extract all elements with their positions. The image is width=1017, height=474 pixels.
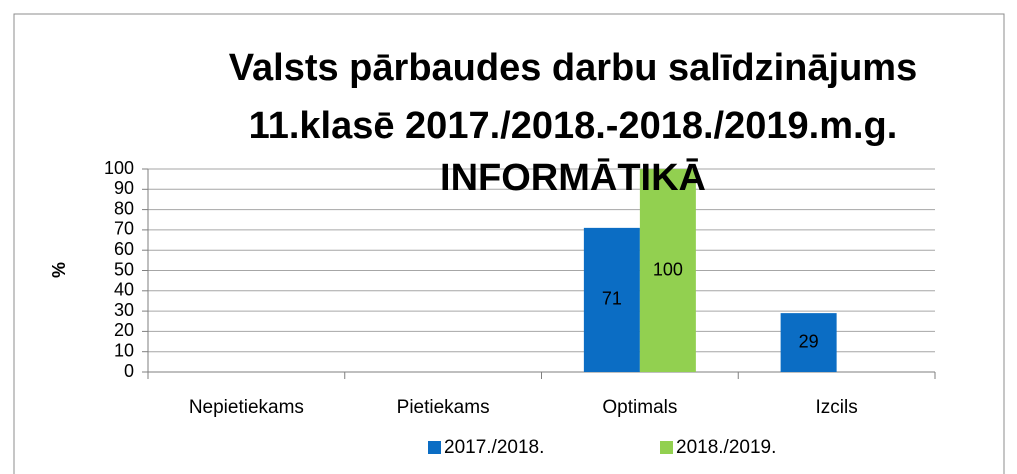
bar <box>583 227 640 372</box>
data-label: 71 <box>602 289 622 309</box>
legend-swatch <box>428 441 441 454</box>
y-tick-label: 10 <box>114 340 134 360</box>
y-tick-label: 80 <box>114 198 134 218</box>
y-tick-label: 50 <box>114 259 134 279</box>
bar <box>780 313 837 372</box>
y-tick-label: 30 <box>114 300 134 320</box>
y-tick-label: 60 <box>114 239 134 259</box>
y-tick-label: 70 <box>114 219 134 239</box>
y-tick-label: 0 <box>124 361 134 381</box>
x-tick-label: Pietiekams <box>397 397 490 418</box>
data-label: 29 <box>799 331 819 351</box>
y-tick-label: 100 <box>104 158 134 178</box>
y-tick-label: 90 <box>114 178 134 198</box>
legend-swatch <box>660 441 673 454</box>
data-label: 100 <box>653 259 683 279</box>
x-tick-label: Nepietiekams <box>189 397 304 418</box>
x-tick-label: Optimals <box>602 397 677 418</box>
chart-title: 11.klasē 2017./2018.-2018./2019.m.g. <box>249 105 898 147</box>
x-tick-label: Izcils <box>816 397 858 418</box>
y-tick-label: 40 <box>114 280 134 300</box>
y-axis-label: % <box>49 262 69 278</box>
y-tick-label: 20 <box>114 320 134 340</box>
chart-title: Valsts pārbaudes darbu salīdzinājums <box>229 47 917 89</box>
chart-title: INFORMĀTIKĀ <box>440 157 706 199</box>
chart-border <box>13 13 1005 474</box>
bar <box>639 169 696 372</box>
legend-label: 2018./2019. <box>676 437 776 458</box>
legend-label: 2017./2018. <box>444 437 544 458</box>
